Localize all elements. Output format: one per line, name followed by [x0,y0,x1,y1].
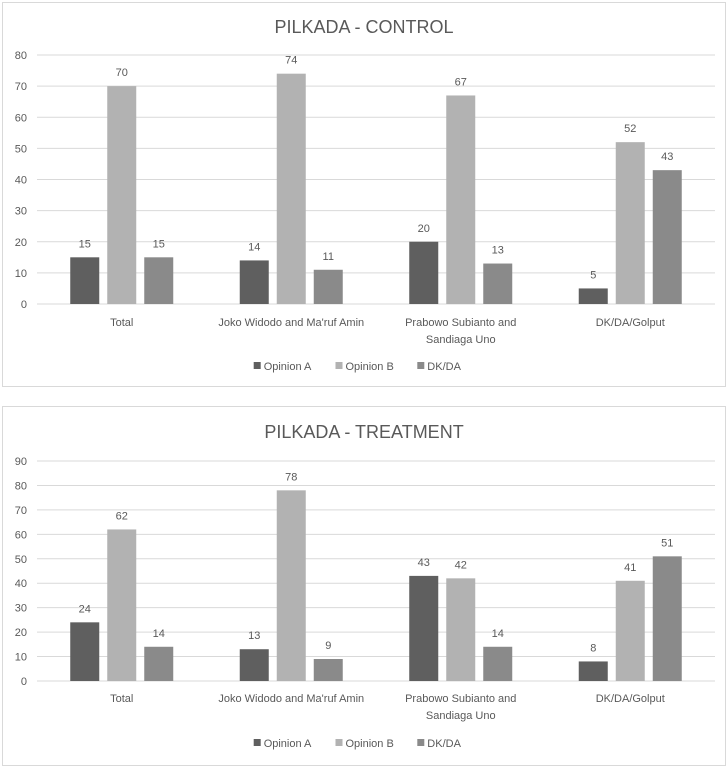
bar-opinion-b [446,95,476,305]
legend-label: Opinion B [346,361,394,373]
bar-opinion-a [409,575,439,681]
data-label: 78 [285,471,297,483]
data-label: 8 [590,642,596,654]
bar-opinion-b [446,578,476,681]
chart-title: PILKADA - CONTROL [274,17,453,37]
bar-opinion-a [239,649,269,681]
legend-swatch [417,739,425,746]
y-tick-label: 50 [15,554,27,566]
x-tick-label: Joko Widodo and Ma'ruf Amin [218,693,364,705]
bar-opinion-b [276,73,306,304]
legend-label: DK/DA [427,361,461,373]
data-label: 5 [590,269,596,281]
data-label: 15 [79,238,91,250]
bar-opinion-a [578,661,608,681]
y-tick-label: 40 [15,175,27,187]
legend-swatch [335,362,343,369]
legend-swatch [335,739,343,746]
y-tick-label: 60 [15,529,27,541]
y-tick-label: 80 [15,50,27,62]
x-tick-label: Sandiaga Uno [426,710,496,722]
data-label: 14 [492,628,504,640]
data-label: 43 [418,557,430,569]
y-tick-label: 70 [15,81,27,93]
y-tick-label: 0 [21,299,27,311]
bar-dk-da [483,646,513,681]
y-tick-label: 90 [15,456,27,468]
x-tick-label: Total [110,317,133,329]
data-label: 14 [153,628,165,640]
legend-label: Opinion B [346,738,394,750]
y-tick-label: 30 [15,206,27,218]
data-label: 13 [492,245,504,257]
x-tick-label: Joko Widodo and Ma'ruf Amin [218,317,364,329]
bar-dk-da [483,263,513,304]
y-tick-label: 30 [15,603,27,615]
y-tick-label: 10 [15,268,27,280]
y-tick-label: 60 [15,112,27,124]
bar-opinion-b [615,580,645,681]
data-label: 52 [624,123,636,135]
x-tick-label: Sandiaga Uno [426,334,496,346]
bar-opinion-b [615,142,645,304]
y-tick-label: 40 [15,578,27,590]
data-label: 43 [661,151,673,163]
x-tick-label: Prabowo Subianto and [405,317,516,329]
data-label: 74 [285,55,297,67]
data-label: 41 [624,562,636,574]
x-tick-label: Total [110,693,133,705]
data-label: 67 [455,76,467,88]
legend-swatch [253,362,261,369]
bar-opinion-a [409,241,439,304]
bar-dk-da [652,170,682,304]
bar-opinion-a [239,260,269,304]
y-tick-label: 70 [15,505,27,517]
x-tick-label: DK/DA/Golput [596,693,665,705]
bar-dk-da [144,646,174,681]
data-label: 51 [661,537,673,549]
data-label: 24 [79,603,91,615]
bar-opinion-a [578,288,608,304]
legend-label: Opinion A [264,361,312,373]
data-label: 13 [248,630,260,642]
bar-opinion-b [276,490,306,681]
bar-dk-da [313,269,343,304]
y-tick-label: 50 [15,143,27,155]
data-label: 11 [323,251,334,263]
bar-opinion-a [70,622,100,681]
y-tick-label: 80 [15,480,27,492]
y-tick-label: 20 [15,237,27,249]
bar-dk-da [144,257,174,304]
legend-label: DK/DA [427,738,461,750]
bar-dk-da [313,659,343,681]
x-tick-label: DK/DA/Golput [596,317,665,329]
data-label: 15 [153,238,165,250]
bar-opinion-a [70,257,100,304]
bar-opinion-b [107,86,137,304]
legend-swatch [253,739,261,746]
data-label: 70 [116,67,128,79]
data-label: 42 [455,559,467,571]
data-label: 9 [325,640,331,652]
data-label: 62 [116,510,128,522]
data-label: 14 [248,241,260,253]
y-tick-label: 0 [21,676,27,688]
y-tick-label: 10 [15,652,27,664]
x-tick-label: Prabowo Subianto and [405,693,516,705]
data-label: 20 [418,223,430,235]
legend-label: Opinion A [264,738,312,750]
bar-opinion-b [107,529,137,681]
chart-title: PILKADA - TREATMENT [264,422,463,442]
legend-swatch [417,362,425,369]
y-tick-label: 20 [15,627,27,639]
bar-dk-da [652,556,682,681]
